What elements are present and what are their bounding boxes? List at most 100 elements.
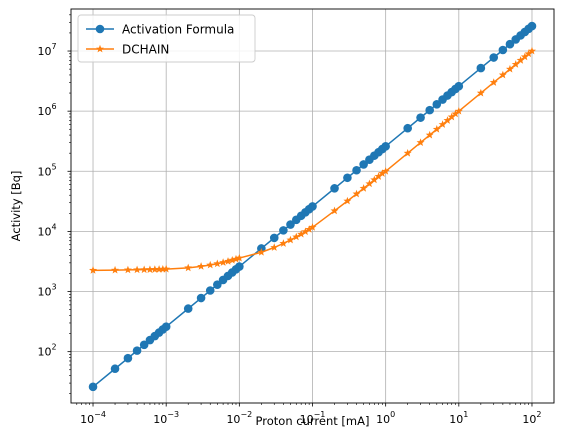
data-point <box>489 53 499 62</box>
data-point <box>381 167 390 175</box>
x-tick-label: 100 <box>376 410 395 426</box>
data-point <box>527 46 536 55</box>
legend-box <box>77 14 256 63</box>
data-point <box>524 49 533 58</box>
data-point <box>257 248 266 256</box>
data-point <box>123 353 133 363</box>
x-axis-label: Proton current [mA] <box>256 414 370 428</box>
x-tick-base: 10 <box>449 413 463 426</box>
axis-ticks: 10−4 10−3 10−2 10−1 100 101 102102103104105106… <box>37 14 542 426</box>
data-point <box>297 229 306 238</box>
data-point <box>447 112 456 121</box>
data-point <box>219 258 228 266</box>
data-point <box>279 226 288 235</box>
data-point <box>140 265 149 274</box>
y-axis-label: Activity [Bq] <box>9 171 23 242</box>
x-tick-exponent: −4 <box>94 410 106 419</box>
x-tick-exponent: 0 <box>390 410 395 419</box>
data-point <box>498 70 507 79</box>
data-point <box>196 293 206 303</box>
y-tick-exponent: 5 <box>51 162 56 171</box>
data-point <box>365 179 374 188</box>
y-tick-exponent: 6 <box>51 102 56 111</box>
data-point <box>206 260 215 269</box>
y-tick-label: 103 <box>37 283 56 299</box>
y-tick-base: 10 <box>37 105 51 118</box>
data-point <box>527 21 537 31</box>
legend-label: Activation Formula <box>122 23 234 37</box>
data-point <box>352 189 361 198</box>
x-tick-base: 10 <box>226 413 240 426</box>
data-point <box>425 105 435 115</box>
data-point <box>425 130 434 139</box>
y-tick-base: 10 <box>37 225 51 238</box>
x-tick-label: 10−4 <box>80 410 106 426</box>
data-point <box>432 125 441 133</box>
x-tick-label: 10−2 <box>226 410 252 426</box>
data-point <box>162 264 171 273</box>
data-point <box>213 280 222 289</box>
x-tick-base: 10 <box>153 413 167 426</box>
data-point <box>150 265 159 273</box>
y-tick-label: 102 <box>37 343 56 359</box>
data-point <box>511 60 520 68</box>
data-point <box>305 225 314 233</box>
legend-label: DCHAIN <box>122 43 169 57</box>
y-tick-base: 10 <box>37 165 51 178</box>
data-point <box>88 382 98 392</box>
data-point <box>432 100 442 109</box>
data-point <box>505 39 515 49</box>
y-tick-exponent: 2 <box>51 343 56 352</box>
data-point <box>161 322 171 332</box>
data-point <box>416 113 425 122</box>
y-tick-label: 104 <box>37 222 56 238</box>
data-point <box>381 142 390 151</box>
y-tick-label: 105 <box>37 162 56 178</box>
data-point <box>110 364 120 374</box>
data-point <box>232 254 240 263</box>
data-point <box>132 346 142 355</box>
data-point <box>184 263 193 272</box>
x-tick-label: 102 <box>522 410 541 426</box>
data-point <box>139 340 149 350</box>
data-point <box>374 172 383 180</box>
data-point <box>228 256 237 264</box>
data-point <box>438 120 447 128</box>
data-point <box>269 233 279 243</box>
data-point <box>343 173 352 183</box>
y-tick-exponent: 4 <box>51 222 56 231</box>
x-tick-exponent: −2 <box>240 410 252 419</box>
x-tick-base: 10 <box>522 413 536 426</box>
x-tick-base: 10 <box>300 413 314 426</box>
y-tick-base: 10 <box>37 286 51 299</box>
data-point <box>403 123 412 133</box>
y-tick-label: 107 <box>37 42 56 58</box>
data-point <box>286 220 295 229</box>
data-point <box>89 266 98 274</box>
data-point <box>359 160 368 169</box>
x-tick-exponent: 1 <box>463 410 468 419</box>
x-tick-exponent: 2 <box>536 410 541 419</box>
data-point <box>235 253 244 262</box>
data-point <box>454 81 464 91</box>
data-point <box>145 265 154 273</box>
data-point <box>205 286 215 295</box>
data-point <box>155 265 164 273</box>
data-point <box>454 106 463 115</box>
data-point <box>158 265 167 273</box>
y-tick-exponent: 3 <box>51 283 56 292</box>
data-point <box>505 64 514 73</box>
data-point <box>183 304 193 313</box>
data-point <box>416 138 425 146</box>
data-point <box>308 202 317 211</box>
data-point <box>279 239 288 247</box>
data-point <box>308 223 317 231</box>
data-point <box>516 56 525 64</box>
data-point <box>301 227 310 236</box>
series-activation-formula <box>88 21 537 392</box>
x-tick-label: 10−1 <box>300 410 326 426</box>
data-point <box>378 169 387 177</box>
grid-lines <box>71 9 554 403</box>
data-point <box>443 116 452 124</box>
